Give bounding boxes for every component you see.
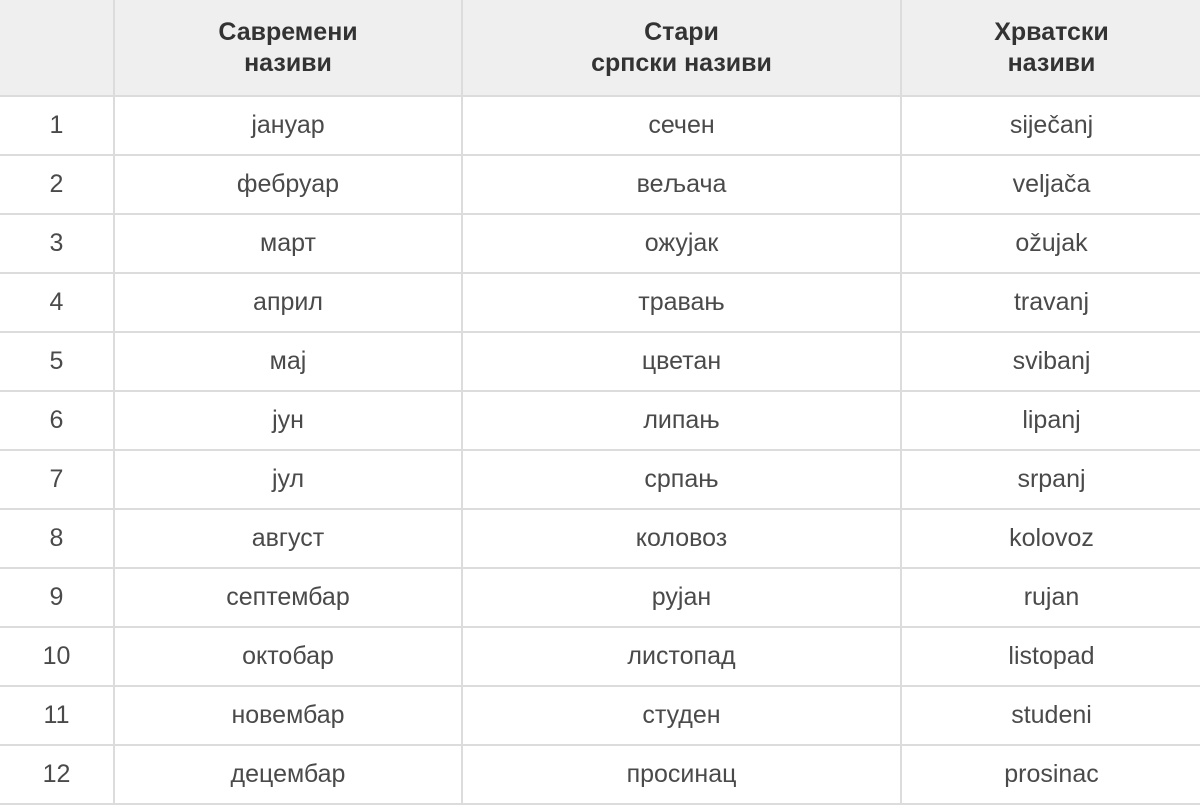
cell-croatian-name: siječanj bbox=[900, 95, 1200, 156]
cell-modern-name: октобар bbox=[113, 626, 463, 687]
table-row: 6 јун липањ lipanj bbox=[0, 390, 1200, 451]
cell-modern-name: новембар bbox=[113, 685, 463, 746]
cell-modern-name: април bbox=[113, 272, 463, 333]
cell-old-serbian-name: травањ bbox=[461, 272, 902, 333]
cell-old-serbian-name: просинац bbox=[461, 744, 902, 805]
cell-old-serbian-name: листопад bbox=[461, 626, 902, 687]
cell-old-serbian-name: коловоз bbox=[461, 508, 902, 569]
cell-index: 2 bbox=[0, 154, 115, 215]
cell-index: 6 bbox=[0, 390, 115, 451]
cell-index: 7 bbox=[0, 449, 115, 510]
header-line: Хрватски bbox=[994, 17, 1109, 46]
cell-index: 10 bbox=[0, 626, 115, 687]
cell-index: 3 bbox=[0, 213, 115, 274]
cell-index: 5 bbox=[0, 331, 115, 392]
table-row: 1 јануар сечен siječanj bbox=[0, 95, 1200, 156]
header-line: називи bbox=[1007, 48, 1096, 77]
cell-modern-name: фебруар bbox=[113, 154, 463, 215]
cell-croatian-name: listopad bbox=[900, 626, 1200, 687]
cell-index: 1 bbox=[0, 95, 115, 156]
cell-modern-name: март bbox=[113, 213, 463, 274]
header-modern-names: Савремени називи bbox=[113, 0, 463, 97]
table-row: 10 октобар листопад listopad bbox=[0, 626, 1200, 687]
cell-old-serbian-name: студен bbox=[461, 685, 902, 746]
cell-modern-name: мај bbox=[113, 331, 463, 392]
cell-index: 8 bbox=[0, 508, 115, 569]
table-row: 11 новембар студен studeni bbox=[0, 685, 1200, 746]
cell-croatian-name: srpanj bbox=[900, 449, 1200, 510]
cell-croatian-name: travanj bbox=[900, 272, 1200, 333]
table-row: 8 август коловоз kolovoz bbox=[0, 508, 1200, 569]
cell-index: 4 bbox=[0, 272, 115, 333]
cell-old-serbian-name: цветан bbox=[461, 331, 902, 392]
header-line: српски називи bbox=[591, 48, 772, 77]
table-row: 9 септембар рујан rujan bbox=[0, 567, 1200, 628]
cell-croatian-name: svibanj bbox=[900, 331, 1200, 392]
header-row: Савремени називи Стари српски називи Хрват… bbox=[0, 0, 1200, 97]
cell-old-serbian-name: липањ bbox=[461, 390, 902, 451]
cell-croatian-name: rujan bbox=[900, 567, 1200, 628]
cell-croatian-name: studeni bbox=[900, 685, 1200, 746]
table-row: 12 децембар просинац prosinac bbox=[0, 744, 1200, 805]
table-row: 4 април травањ travanj bbox=[0, 272, 1200, 333]
cell-croatian-name: kolovoz bbox=[900, 508, 1200, 569]
header-line: Савремени bbox=[218, 17, 358, 46]
header-old-serbian-names: Стари српски називи bbox=[461, 0, 902, 97]
cell-croatian-name: ožujak bbox=[900, 213, 1200, 274]
header-croatian-names: Хрватски називи bbox=[900, 0, 1200, 97]
cell-old-serbian-name: вељача bbox=[461, 154, 902, 215]
cell-croatian-name: lipanj bbox=[900, 390, 1200, 451]
cell-old-serbian-name: сечен bbox=[461, 95, 902, 156]
table-row: 3 март ожујак ožujak bbox=[0, 213, 1200, 274]
cell-index: 11 bbox=[0, 685, 115, 746]
cell-old-serbian-name: ожујак bbox=[461, 213, 902, 274]
cell-croatian-name: prosinac bbox=[900, 744, 1200, 805]
cell-old-serbian-name: рујан bbox=[461, 567, 902, 628]
cell-index: 12 bbox=[0, 744, 115, 805]
cell-modern-name: децембар bbox=[113, 744, 463, 805]
header-line: Стари bbox=[644, 17, 719, 46]
header-index bbox=[0, 0, 115, 97]
cell-modern-name: август bbox=[113, 508, 463, 569]
header-line: називи bbox=[244, 48, 332, 77]
cell-croatian-name: veljača bbox=[900, 154, 1200, 215]
cell-old-serbian-name: српањ bbox=[461, 449, 902, 510]
table-row: 2 фебруар вељача veljača bbox=[0, 154, 1200, 215]
cell-modern-name: септембар bbox=[113, 567, 463, 628]
cell-modern-name: јул bbox=[113, 449, 463, 510]
table-row: 7 јул српањ srpanj bbox=[0, 449, 1200, 510]
cell-modern-name: јануар bbox=[113, 95, 463, 156]
cell-modern-name: јун bbox=[113, 390, 463, 451]
table-row: 5 мај цветан svibanj bbox=[0, 331, 1200, 392]
cell-index: 9 bbox=[0, 567, 115, 628]
